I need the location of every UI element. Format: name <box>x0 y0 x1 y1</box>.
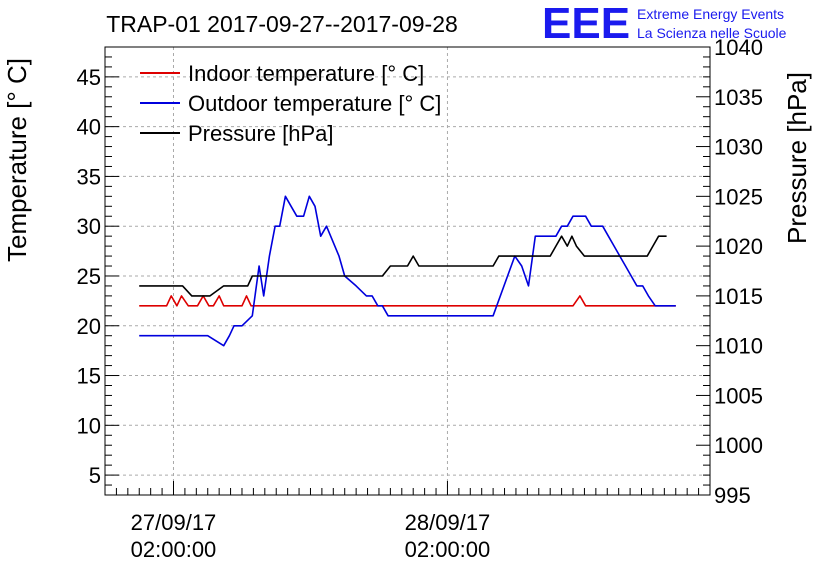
legend-label: Indoor temperature [° C] <box>188 61 424 86</box>
y-right-tick-label: 1035 <box>714 85 763 110</box>
y-right-tick-label: 995 <box>714 483 751 508</box>
legend-label: Outdoor temperature [° C] <box>188 91 441 116</box>
legend: Indoor temperature [° C] Outdoor temperat… <box>140 61 441 146</box>
y-right-tick-label: 1015 <box>714 284 763 309</box>
y-left-tick-label: 5 <box>89 463 101 488</box>
legend-entry-outdoor: Outdoor temperature [° C] <box>140 91 441 116</box>
y-right-tick-label: 1040 <box>714 35 763 60</box>
x-tick-label-time: 02:00:00 <box>405 537 491 562</box>
chart-title: TRAP-01 2017-09-27--2017-09-28 <box>106 11 458 37</box>
y-left-tick-label: 25 <box>77 264 101 289</box>
pressure-line <box>139 235 667 297</box>
eee-logo-line1: Extreme Energy Events <box>637 6 784 22</box>
y-left-tick-label: 35 <box>77 164 101 189</box>
legend-label: Pressure [hPa] <box>188 121 334 146</box>
axes: 5101520253035404599510001005101010151020… <box>77 35 763 562</box>
y-axis-label-right: Pressure [hPa] <box>782 72 812 244</box>
y-left-tick-label: 45 <box>77 65 101 90</box>
y-right-tick-label: 1005 <box>714 383 763 408</box>
eee-logo-line2: La Scienza nelle Scuole <box>637 25 787 41</box>
plot-frame <box>104 46 711 496</box>
eee-logo-mark: EEE <box>542 0 630 48</box>
x-tick-label-date: 28/09/17 <box>405 510 491 535</box>
y-right-tick-label: 1010 <box>714 334 763 359</box>
y-right-tick-label: 1025 <box>714 184 763 209</box>
y-left-tick-label: 30 <box>77 214 101 239</box>
y-right-tick-label: 1020 <box>714 234 763 259</box>
y-left-tick-label: 40 <box>77 115 101 140</box>
outdoor-temperature-line <box>139 195 676 347</box>
legend-entry-indoor: Indoor temperature [° C] <box>140 61 424 86</box>
x-tick-label-date: 27/09/17 <box>131 510 217 535</box>
series-lines <box>139 195 676 347</box>
y-axis-label-left: Temperature [° C] <box>2 58 32 262</box>
y-left-tick-label: 10 <box>77 413 101 438</box>
legend-entry-pressure: Pressure [hPa] <box>140 121 334 146</box>
y-left-tick-label: 15 <box>77 364 101 389</box>
y-right-tick-label: 1000 <box>714 433 763 458</box>
eee-logo: EEE Extreme Energy Events La Scienza nel… <box>542 0 787 48</box>
grid <box>105 47 710 495</box>
y-right-tick-label: 1030 <box>714 135 763 160</box>
y-left-tick-label: 20 <box>77 314 101 339</box>
indoor-temperature-line <box>139 295 676 307</box>
x-tick-label-time: 02:00:00 <box>131 537 217 562</box>
